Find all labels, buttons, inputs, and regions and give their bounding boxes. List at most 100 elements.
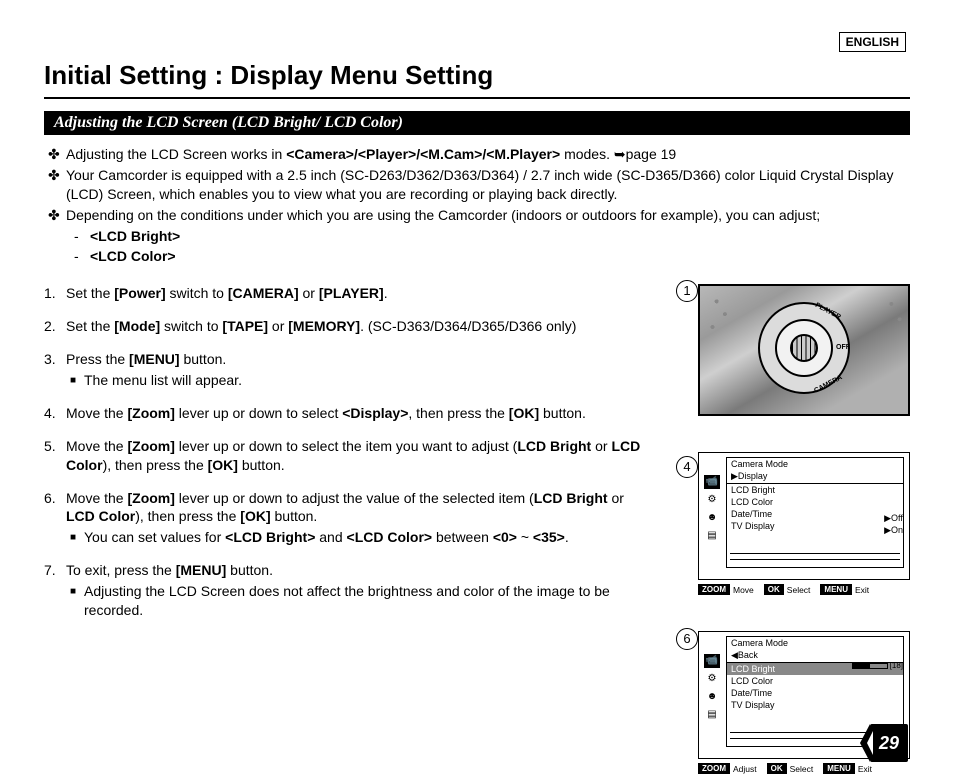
t: , then press the [408,405,508,421]
t: or [299,285,319,301]
step-num: 7. [44,561,66,620]
menu-item: LCD Color [727,496,903,508]
display-icon: ▤ [704,529,720,543]
t: LCD Color [66,508,135,524]
dial-label-off: OFF [836,344,850,351]
dash-icon: - [74,227,90,246]
step-num: 1. [44,284,66,303]
dial-label-player: PLAYER [814,302,842,321]
menu-label: MENU [820,584,852,595]
intro-sub1: <LCD Bright> [90,227,180,246]
step-num: 4. [44,404,66,423]
t: ), then press the [103,457,208,473]
t: [Zoom] [127,490,174,506]
section-bar: Adjusting the LCD Screen (LCD Bright/ LC… [44,111,910,135]
dash-icon: - [74,247,90,266]
t: ~ [517,529,533,545]
t: [MENU] [176,562,227,578]
t: The menu list will appear. [84,371,242,390]
t: <LCD Color> [347,529,433,545]
ok-label: OK [767,763,787,774]
bullet-icon: ✤ [44,166,66,204]
t: Exit [855,585,869,595]
t: switch to [166,285,228,301]
language-badge: ENGLISH [839,32,906,52]
menu-item: TV Display [727,699,903,711]
steps-list: 1. Set the [Power] switch to [CAMERA] or… [44,284,652,774]
t: <Display> [342,405,408,421]
menu6-footer: ZOOMAdjust OKSelect MENUExit [698,763,910,774]
menu-title: Camera Mode [726,636,904,649]
t: Set the [66,318,114,334]
step-num: 5. [44,437,66,475]
t: switch to [160,318,222,334]
t: Adjusting the LCD Screen does not affect… [84,582,652,620]
page-title: Initial Setting : Display Menu Setting [44,60,910,91]
t: Move the [66,438,127,454]
opt-off: ▶Off [884,513,903,524]
t: . [384,285,388,301]
menu-item: TV Display [727,520,903,532]
menu-label: MENU [823,763,855,774]
menu-item: Date/Time [727,687,903,699]
t: ), then press the [135,508,240,524]
t: [OK] [208,457,238,473]
face-icon: ☻ [704,690,720,704]
t: [CAMERA] [228,285,299,301]
menu-item: Date/Time [727,508,903,520]
t: Adjust [733,764,757,774]
t: button. [539,405,586,421]
t: [MEMORY] [288,318,360,334]
t: <0> [493,529,517,545]
zoom-label: ZOOM [698,584,730,595]
gear-icon: ⚙ [704,672,720,686]
t: [OK] [509,405,539,421]
t: <LCD Bright> [225,529,315,545]
camera-icon: 📹 [704,654,720,668]
t: and [315,529,346,545]
gear-icon: ⚙ [704,493,720,507]
t: button. [180,351,227,367]
t: LCD Bright [517,438,591,454]
menu-subtitle: ▶Display [727,470,903,484]
step-num: 3. [44,350,66,390]
face-icon: ☻ [704,511,720,525]
t: [PLAYER] [319,285,384,301]
menu-title: Camera Mode [726,457,904,470]
t: button. [226,562,273,578]
t: lever up or down to adjust the value of … [175,490,534,506]
t: Select [787,585,811,595]
t: button. [271,508,318,524]
value-text: [18] [890,661,903,670]
intro-line2: Your Camcorder is equipped with a 2.5 in… [66,166,910,204]
t: button. [238,457,285,473]
bullet-icon: ✤ [44,145,66,164]
ok-label: OK [764,584,784,595]
t: Select [790,764,814,774]
step-num: 6. [44,489,66,548]
t: [OK] [240,508,270,524]
t: To exit, press the [66,562,176,578]
t: between [432,529,493,545]
t: . [565,529,569,545]
intro-modes: <Camera>/<Player>/<M.Cam>/<M.Player> [286,146,560,162]
t: or [591,438,611,454]
page-number: 29 [870,724,908,762]
square-bullet-icon: ■ [66,528,84,547]
t: Move the [66,490,127,506]
menu-item: LCD Color [727,675,903,687]
t: [Zoom] [127,405,174,421]
title-rule [44,97,910,99]
t: [Zoom] [127,438,174,454]
bullet-icon: ✤ [44,206,66,225]
t: lever up or down to select [175,405,342,421]
step-num: 2. [44,317,66,336]
t: lever up or down to select the item you … [175,438,517,454]
intro-line1-pre: Adjusting the LCD Screen works in [66,146,286,162]
menu-screenshot-4: 📹 ⚙ ☻ ▤ Camera Mode ▶Display LCD Bright … [698,452,910,580]
figure-number-6: 6 [676,628,698,650]
display-icon: ▤ [704,708,720,722]
t: Move [733,585,754,595]
t: or [608,490,624,506]
t: You can set values for [84,529,225,545]
